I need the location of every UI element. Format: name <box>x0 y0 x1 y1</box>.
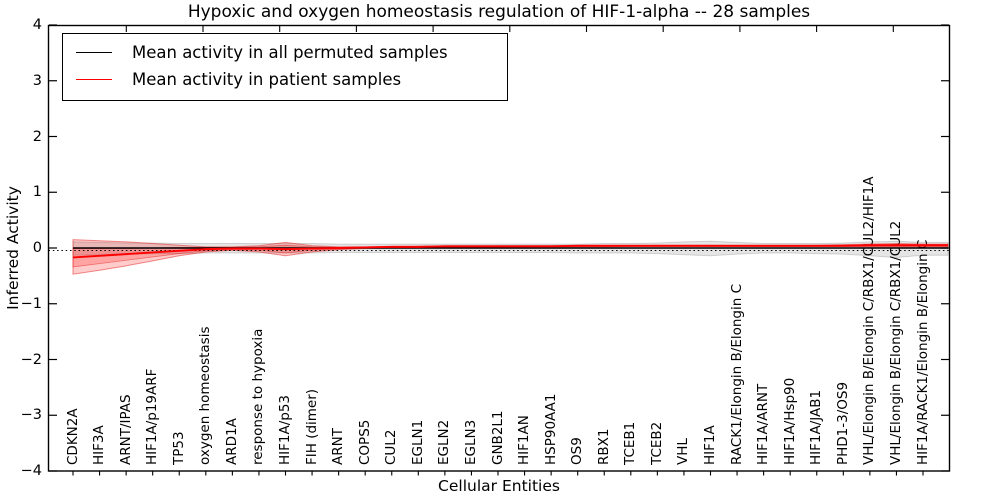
legend-item-permuted: Mean activity in all permuted samples <box>73 39 507 66</box>
legend-line-permuted-swatch <box>76 52 112 53</box>
legend: Mean activity in all permuted samples Me… <box>62 33 508 101</box>
legend-item-label: Mean activity in all permuted samples <box>132 43 448 62</box>
legend-line-patient-swatch <box>76 79 112 80</box>
legend-item-patient: Mean activity in patient samples <box>73 66 507 93</box>
axes-frame <box>47 24 951 472</box>
patient-mean-line <box>72 244 948 259</box>
legend-item-label: Mean activity in patient samples <box>132 70 402 89</box>
